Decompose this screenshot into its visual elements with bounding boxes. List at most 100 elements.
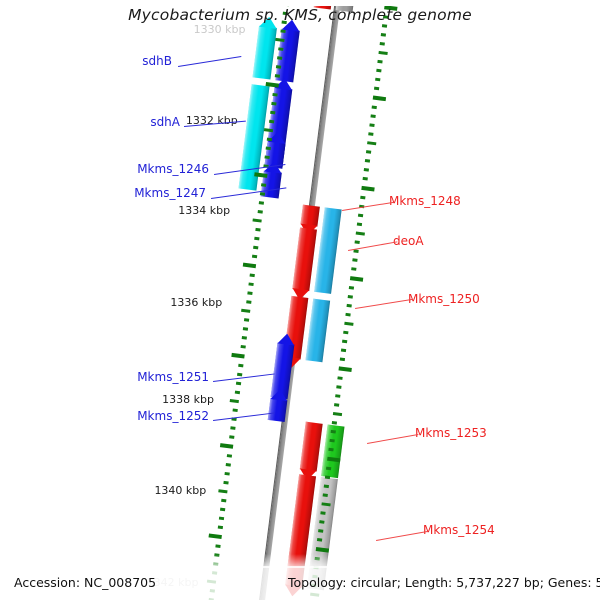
ruler-tick bbox=[224, 471, 230, 476]
ruler-tick bbox=[278, 47, 284, 51]
ruler-tick bbox=[276, 56, 283, 60]
feature-label-sdha[interactable]: sdhA bbox=[150, 115, 180, 129]
topology-label: Topology: circular; Length: 5,737,227 bp… bbox=[288, 575, 600, 590]
ruler-tick bbox=[381, 23, 388, 28]
feature-label-mkms_1248[interactable]: Mkms_1248 bbox=[389, 194, 461, 208]
ruler-tick bbox=[231, 353, 245, 359]
ruler-tick bbox=[380, 32, 387, 37]
ruler-tick bbox=[257, 209, 263, 214]
ruler-tick bbox=[252, 218, 262, 223]
gene-glyph-sdhB-cyan[interactable] bbox=[252, 25, 277, 80]
ruler-tick bbox=[368, 132, 374, 136]
ruler-tick bbox=[349, 276, 364, 283]
ruler-tick bbox=[353, 249, 359, 254]
ruler-tick bbox=[377, 59, 383, 64]
ruler-tick bbox=[241, 336, 247, 340]
feature-label-sdhb[interactable]: sdhB bbox=[142, 54, 172, 68]
ruler-tick bbox=[341, 339, 348, 344]
ruler-tick bbox=[326, 466, 332, 470]
ruler-tick bbox=[365, 150, 372, 154]
ruler-tick bbox=[229, 398, 239, 404]
ruler-label: 1338 kbp bbox=[162, 393, 214, 406]
ruler-tick bbox=[232, 408, 238, 413]
gene-glyph-1250-sky[interactable] bbox=[305, 298, 331, 363]
gene-glyph-1252-blue[interactable] bbox=[267, 398, 288, 423]
ruler-tick bbox=[362, 177, 368, 181]
ruler-tick bbox=[225, 462, 231, 467]
ruler-tick bbox=[240, 345, 246, 349]
feature-label-mkms_1246[interactable]: Mkms_1246 bbox=[137, 162, 209, 176]
ruler-label: 1340 kbp bbox=[154, 484, 207, 497]
ruler-tick bbox=[348, 285, 355, 290]
ruler-tick bbox=[344, 321, 354, 326]
ruler-tick bbox=[322, 493, 328, 497]
ruler-tick bbox=[265, 146, 271, 151]
ruler-tick bbox=[355, 231, 365, 236]
gene-glyph-shading bbox=[267, 398, 288, 423]
ruler-tick bbox=[333, 402, 340, 407]
gene-glyph-1248-sky[interactable] bbox=[314, 207, 342, 294]
ruler-tick bbox=[367, 141, 377, 146]
ruler-tick bbox=[261, 182, 267, 187]
ruler-tick bbox=[251, 254, 258, 259]
ruler-tick bbox=[369, 123, 375, 127]
ruler-tick bbox=[319, 520, 325, 524]
status-bar: Accession: NC_008705 Topology: circular;… bbox=[0, 554, 600, 600]
gene-glyph-shading bbox=[300, 204, 320, 227]
ruler-tick bbox=[246, 300, 252, 304]
ruler-tick bbox=[338, 366, 352, 373]
ruler-tick bbox=[361, 186, 375, 192]
ruler-tick bbox=[357, 213, 364, 217]
ruler-tick bbox=[323, 484, 330, 488]
feature-label-deoa[interactable]: deoA bbox=[393, 234, 424, 248]
ruler-label: 1330 kbp bbox=[193, 23, 246, 36]
ruler-tick bbox=[335, 393, 341, 398]
ruler-tick bbox=[223, 480, 229, 485]
ruler-tick bbox=[219, 443, 234, 450]
ruler-tick bbox=[370, 114, 376, 118]
ruler-tick bbox=[219, 507, 226, 512]
ruler-label: 1336 kbp bbox=[170, 296, 223, 309]
ruler-tick bbox=[269, 119, 275, 124]
ruler-tick bbox=[318, 529, 324, 533]
ruler-tick bbox=[247, 291, 253, 295]
ruler-tick bbox=[242, 262, 257, 269]
ruler-tick bbox=[221, 498, 227, 503]
feature-label-mkms_1252[interactable]: Mkms_1252 bbox=[137, 409, 209, 423]
gene-glyph-shading bbox=[292, 227, 317, 292]
ruler-tick bbox=[218, 516, 225, 521]
ruler-tick bbox=[376, 68, 382, 73]
feature-label-mkms_1247[interactable]: Mkms_1247 bbox=[134, 186, 206, 200]
ruler-tick bbox=[345, 312, 351, 317]
page-title: Mycobacterium sp. KMS, complete genome bbox=[128, 6, 472, 24]
ruler-tick bbox=[217, 525, 224, 530]
ruler-tick bbox=[243, 318, 250, 322]
feature-label-mkms_1250[interactable]: Mkms_1250 bbox=[408, 292, 480, 306]
ruler-tick bbox=[329, 439, 335, 443]
ruler-tick bbox=[215, 543, 221, 548]
ruler-tick bbox=[259, 191, 266, 196]
ruler-tick bbox=[263, 128, 274, 133]
feature-label-mkms_1253[interactable]: Mkms_1253 bbox=[415, 426, 487, 440]
ruler-tick bbox=[218, 489, 228, 494]
ruler-tick bbox=[378, 50, 388, 55]
gene-glyph-shading bbox=[299, 421, 323, 472]
feature-label-mkms_1251[interactable]: Mkms_1251 bbox=[137, 370, 209, 384]
gene-glyph-shading bbox=[252, 25, 277, 80]
ruler-tick bbox=[331, 420, 338, 425]
gene-glyph-shading bbox=[314, 207, 342, 294]
ruler-tick bbox=[343, 330, 349, 335]
ruler-tick bbox=[352, 258, 358, 263]
ruler-tick bbox=[275, 37, 285, 42]
ruler-tick bbox=[346, 303, 352, 308]
gene-glyph-1248-red[interactable] bbox=[300, 204, 320, 227]
gene-glyph-1253-red[interactable] bbox=[299, 421, 323, 472]
ruler-tick bbox=[336, 384, 342, 389]
ruler-tick bbox=[208, 533, 222, 540]
gene-glyph-deoA-red[interactable] bbox=[292, 227, 317, 291]
ruler-tick bbox=[337, 375, 343, 380]
feature-label-mkms_1254[interactable]: Mkms_1254 bbox=[423, 523, 495, 537]
ruler-tick bbox=[266, 137, 273, 142]
